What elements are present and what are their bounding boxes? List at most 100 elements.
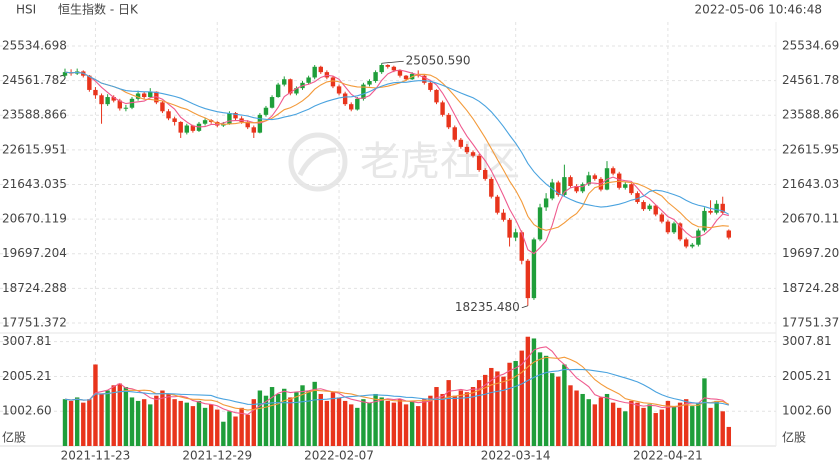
candle-body bbox=[452, 127, 457, 140]
volume-bar bbox=[416, 406, 421, 446]
x-tick-label: 2022-02-07 bbox=[304, 449, 374, 463]
volume-bar bbox=[294, 392, 299, 446]
y-tick-label: 18724.288 bbox=[782, 281, 839, 295]
candle-body bbox=[720, 203, 725, 213]
y-tick-label: 25534.698 bbox=[782, 38, 839, 52]
candle-body bbox=[178, 121, 183, 133]
chart-title: 恒生指数 - 日K bbox=[58, 2, 139, 17]
volume-bar bbox=[318, 393, 323, 446]
volume-bar bbox=[355, 407, 360, 446]
candle-body bbox=[726, 230, 732, 238]
candle-body bbox=[641, 202, 646, 210]
candle-body bbox=[233, 113, 238, 119]
volume-bar bbox=[458, 390, 464, 446]
candle-body bbox=[458, 139, 464, 147]
volume-bar bbox=[543, 355, 549, 446]
candle-body bbox=[665, 221, 671, 233]
volume-bar bbox=[239, 407, 244, 446]
y-tick-label: 3007.81 bbox=[782, 334, 832, 348]
volume-bar bbox=[99, 393, 104, 446]
volume-bar bbox=[141, 399, 147, 446]
volume-bar bbox=[62, 399, 68, 446]
candle-body bbox=[105, 97, 110, 105]
candle-body bbox=[690, 244, 695, 247]
y-tick-label: 1002.60 bbox=[2, 404, 52, 418]
y-tick-label: 3007.81 bbox=[2, 334, 52, 348]
volume-bar bbox=[696, 402, 701, 446]
candle-body bbox=[123, 107, 129, 109]
candle-body bbox=[93, 89, 98, 96]
timestamp: 2022-05-06 10:46:48 bbox=[695, 3, 822, 17]
candle-body bbox=[148, 91, 153, 98]
volume-bar bbox=[245, 414, 250, 446]
x-tick-label: 2021-11-23 bbox=[61, 449, 131, 463]
candle-body bbox=[160, 102, 165, 112]
y-tick-label: 23588.866 bbox=[782, 108, 839, 122]
candle-body bbox=[470, 152, 476, 156]
volume-bar bbox=[300, 385, 305, 446]
candle-body bbox=[556, 182, 561, 195]
candle-body bbox=[428, 82, 433, 90]
volume-bar bbox=[227, 411, 232, 446]
candle-body bbox=[117, 100, 123, 109]
volume-bar bbox=[129, 397, 135, 446]
volume-bar bbox=[610, 402, 616, 446]
volume-bar bbox=[233, 416, 238, 446]
volume-bar bbox=[324, 400, 330, 446]
volume-bar bbox=[598, 397, 604, 446]
y-tick-label: 19697.204 bbox=[782, 246, 839, 260]
candle-body bbox=[586, 175, 591, 185]
candle-body bbox=[361, 84, 366, 99]
candle-body bbox=[483, 170, 488, 179]
candle-body bbox=[135, 93, 141, 99]
volume-bar bbox=[275, 393, 281, 446]
volume-bar bbox=[93, 364, 98, 446]
volume-bar bbox=[476, 380, 482, 446]
volume-bar bbox=[178, 400, 183, 446]
candle-body bbox=[269, 97, 275, 108]
candle-body bbox=[227, 113, 232, 124]
candle-body bbox=[99, 95, 104, 105]
volume-bar bbox=[580, 393, 585, 446]
candle-body bbox=[671, 223, 677, 233]
volume-bar bbox=[288, 397, 293, 446]
volume-bar bbox=[641, 407, 646, 446]
candle-body bbox=[489, 178, 494, 197]
volume-bar bbox=[148, 404, 153, 446]
candle-body bbox=[464, 146, 470, 153]
volume-bar bbox=[336, 397, 342, 446]
y-tick-label: 19697.204 bbox=[2, 246, 67, 260]
volume-bar bbox=[190, 406, 196, 446]
y-tick-label: 23588.866 bbox=[2, 108, 67, 122]
candle-body bbox=[397, 70, 403, 76]
candle-body bbox=[172, 118, 177, 122]
volume-bar bbox=[105, 390, 110, 446]
y-tick-label: 24561.782 bbox=[2, 73, 67, 87]
candle-body bbox=[355, 98, 360, 110]
y-tick-label: 17751.372 bbox=[782, 315, 839, 329]
candle-body bbox=[349, 104, 354, 110]
volume-bar bbox=[708, 407, 713, 446]
candle-body bbox=[550, 182, 555, 199]
candle-body bbox=[294, 88, 299, 94]
volume-ma-line bbox=[64, 356, 730, 411]
volume-bar bbox=[349, 404, 354, 446]
candle-body bbox=[318, 66, 323, 73]
candle-body bbox=[501, 212, 506, 220]
candle-body bbox=[312, 66, 317, 78]
volume-bar bbox=[531, 338, 537, 446]
candle-body bbox=[141, 93, 147, 98]
volume-bar bbox=[251, 399, 256, 446]
watermark-logo bbox=[288, 132, 348, 192]
x-tick-label: 2021-12-29 bbox=[182, 449, 252, 463]
volume-bar bbox=[208, 404, 214, 446]
volume-unit: 亿股 bbox=[2, 430, 26, 445]
candle-body bbox=[537, 207, 543, 240]
symbol: HSI bbox=[16, 3, 36, 17]
volume-unit: 亿股 bbox=[782, 430, 806, 445]
volume-bar bbox=[257, 390, 263, 446]
annotation-line bbox=[381, 60, 404, 64]
volume-bar bbox=[87, 399, 92, 446]
candle-body bbox=[422, 75, 427, 83]
